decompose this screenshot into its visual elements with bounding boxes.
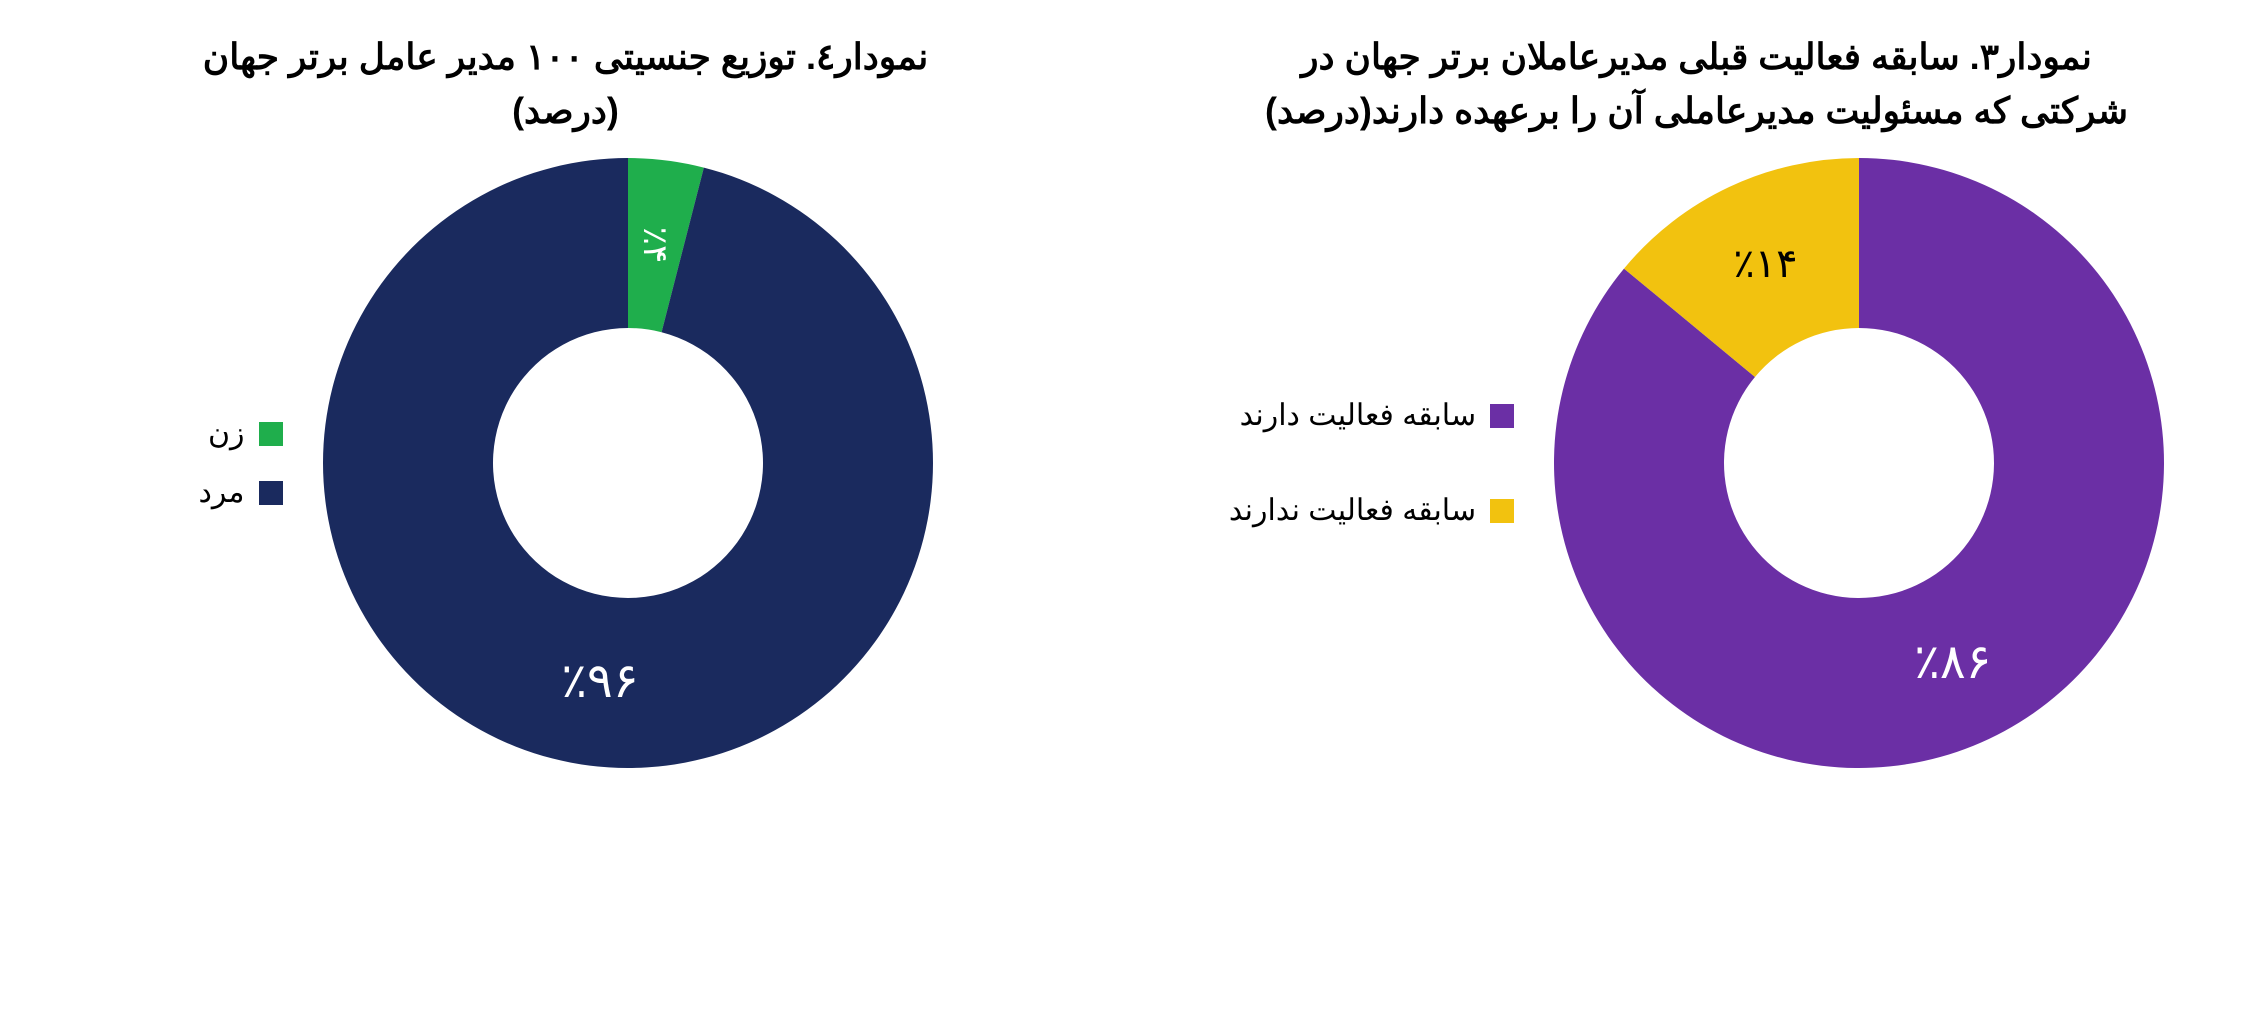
left_chart-legend-swatch-male — [259, 481, 283, 505]
left-chart-row: ٪۴ ٪۹۶ زن مرد — [199, 158, 933, 768]
left-legend: زن مرد — [199, 416, 283, 510]
panel-right: نمودار۳. سابقه فعالیت قبلی مدیرعاملان بر… — [1131, 0, 2262, 1020]
right-donut: ٪۸۶ ٪۱۴ — [1554, 158, 2164, 768]
right_chart-legend-label-no_experience: سابقه فعالیت ندارند — [1229, 493, 1476, 528]
right_chart-legend-swatch-no_experience — [1490, 499, 1514, 523]
right_chart-legend-swatch-has_experience — [1490, 404, 1514, 428]
right_chart-legend-item-no_experience: سابقه فعالیت ندارند — [1229, 493, 1514, 528]
right-chart-row: ٪۸۶ ٪۱۴ سابقه فعالیت دارند سابقه فعالیت ند… — [1229, 158, 2164, 768]
right_chart-legend-item-has_experience: سابقه فعالیت دارند — [1229, 398, 1514, 433]
left_chart-legend-label-female: زن — [208, 416, 245, 451]
left_chart-slice-label-male: ٪۹۶ — [561, 653, 638, 709]
left-chart-title: نمودار٤. توزیع جنسیتی ۱۰۰ مدیر عامل برتر… — [203, 30, 928, 138]
right-legend: سابقه فعالیت دارند سابقه فعالیت ندارند — [1229, 398, 1514, 528]
panel-left: نمودار٤. توزیع جنسیتی ۱۰۰ مدیر عامل برتر… — [0, 0, 1131, 1020]
left_chart-slice-label-female: ٪۴ — [635, 226, 675, 263]
right_chart-slice-label-has_experience: ٪۸۶ — [1914, 634, 1991, 690]
right-chart-title: نمودار۳. سابقه فعالیت قبلی مدیرعاملان بر… — [1265, 30, 2128, 138]
right_chart-slice-label-no_experience: ٪۱۴ — [1733, 241, 1797, 287]
right_chart-legend-label-has_experience: سابقه فعالیت دارند — [1240, 398, 1476, 433]
left_chart-legend-label-male: مرد — [199, 475, 245, 510]
left_chart-legend-item-female: زن — [199, 416, 283, 451]
left_chart-legend-item-male: مرد — [199, 475, 283, 510]
page: نمودار۳. سابقه فعالیت قبلی مدیرعاملان بر… — [0, 0, 2262, 1020]
right_chart-svg — [1554, 158, 2164, 768]
left-donut: ٪۴ ٪۹۶ — [323, 158, 933, 768]
left_chart-legend-swatch-female — [259, 422, 283, 446]
